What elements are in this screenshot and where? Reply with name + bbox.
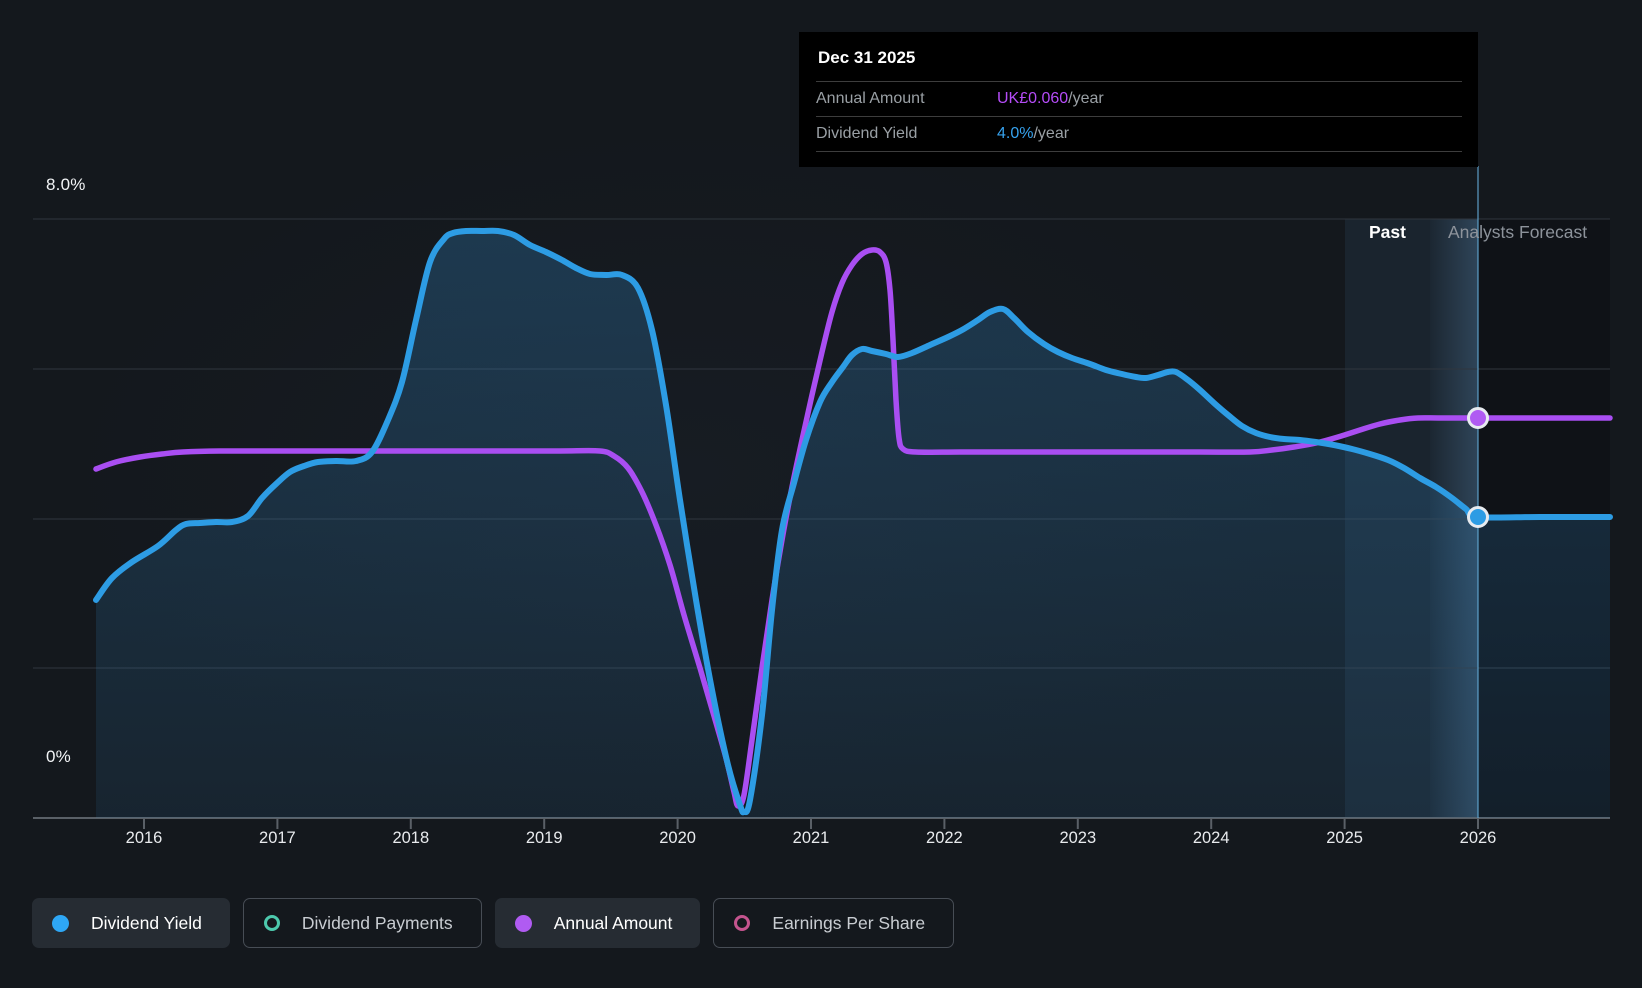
tooltip-footer-divider	[816, 151, 1462, 167]
x-axis-label: 2019	[525, 829, 563, 847]
tooltip-row: Dividend Yield 4.0%/year	[816, 116, 1462, 151]
x-axis-label: 2023	[1059, 829, 1097, 847]
legend-dot-icon	[52, 914, 69, 932]
y-axis-label-top: 8.0%	[46, 175, 86, 194]
legend-item-label: Earnings Per Share	[772, 912, 926, 933]
legend-ring-icon	[263, 915, 280, 931]
tooltip-row-label: Dividend Yield	[816, 125, 918, 142]
tooltip-row: Annual Amount UK£0.060/year	[816, 81, 1462, 116]
legend-item-earnings-per-share[interactable]: Earnings Per Share	[713, 898, 955, 948]
x-axis-label: 2025	[1326, 829, 1363, 847]
legend-dot-icon	[514, 914, 532, 932]
x-axis-label: 2017	[259, 829, 296, 847]
dividend-yield-line	[93, 227, 1613, 816]
chart-legend: Dividend Yield Dividend Payments Annual Am…	[32, 898, 955, 948]
tooltip-date-title: Dec 31 2025	[818, 48, 916, 67]
legend-ring-icon	[734, 915, 751, 931]
legend-item-dividend-payments[interactable]: Dividend Payments	[242, 898, 482, 948]
legend-item-dividend-yield[interactable]: Dividend Yield	[32, 898, 230, 948]
x-axis-label: 2020	[659, 829, 696, 847]
x-axis-label: 2022	[926, 829, 963, 847]
tooltip-row-value: 4.0%	[997, 125, 1034, 142]
x-axis-label: 2018	[392, 829, 430, 847]
x-axis-label: 2021	[792, 829, 830, 847]
annual-amount-line	[93, 247, 1613, 809]
y-axis-label-bottom: 0%	[46, 747, 71, 766]
series-marker-dot	[1467, 506, 1489, 528]
series-marker-dot	[1467, 407, 1489, 429]
x-axis-label: 2024	[1192, 829, 1230, 847]
x-axis-label: 2016	[125, 829, 163, 847]
legend-item-annual-amount[interactable]: Annual Amount	[494, 898, 701, 948]
tooltip-row-suffix: /year	[1033, 125, 1070, 142]
tooltip-row-value: UK£0.060	[997, 90, 1069, 107]
legend-item-label: Dividend Payments	[301, 912, 453, 933]
dividend-yield-area-fill	[96, 230, 1610, 818]
past-zone-label: Past	[1369, 222, 1406, 242]
analysts-forecast-zone-label: Analysts Forecast	[1448, 222, 1588, 242]
legend-item-label: Dividend Yield	[91, 912, 202, 933]
x-axis-label: 2026	[1459, 829, 1497, 847]
tooltip-row-suffix: /year	[1068, 90, 1104, 107]
tooltip-row-label: Annual Amount	[816, 90, 925, 107]
chart-tooltip: Dec 31 2025 Annual Amount UK£0.060/year Di…	[799, 32, 1478, 167]
legend-item-label: Annual Amount	[553, 912, 673, 933]
